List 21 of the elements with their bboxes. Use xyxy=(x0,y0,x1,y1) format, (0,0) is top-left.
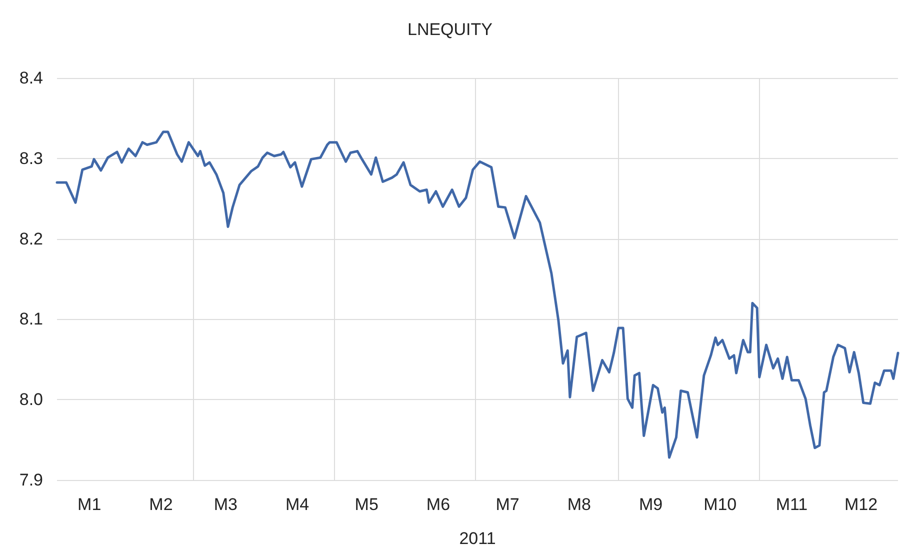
x-tick-label: M10 xyxy=(704,495,737,514)
y-tick-label: 8.2 xyxy=(19,229,43,248)
chart-title: LNEQUITY xyxy=(407,20,493,39)
x-tick-label: M7 xyxy=(496,495,520,514)
x-tick-label: M5 xyxy=(354,495,378,514)
y-tick-label: 8.4 xyxy=(19,68,43,88)
line-series xyxy=(56,130,900,459)
x-tick-label: M8 xyxy=(567,495,591,514)
x-tick-label: M9 xyxy=(638,495,663,514)
y-tick-label: 8.0 xyxy=(19,390,43,410)
y-tick-label: 8.1 xyxy=(19,310,43,329)
x-tick-label: M4 xyxy=(285,495,310,514)
x-tick-label: M11 xyxy=(776,495,808,514)
y-tick-label: 8.3 xyxy=(19,148,43,168)
x-axis-title: 2011 xyxy=(459,529,496,548)
x-tick-label: M6 xyxy=(426,495,450,514)
x-tick-label: M3 xyxy=(214,495,238,514)
y-tick-label: 7.9 xyxy=(19,470,43,490)
x-tick-label: M12 xyxy=(844,495,878,514)
x-tick-label: M1 xyxy=(78,495,102,514)
x-tick-label: M2 xyxy=(149,495,173,514)
